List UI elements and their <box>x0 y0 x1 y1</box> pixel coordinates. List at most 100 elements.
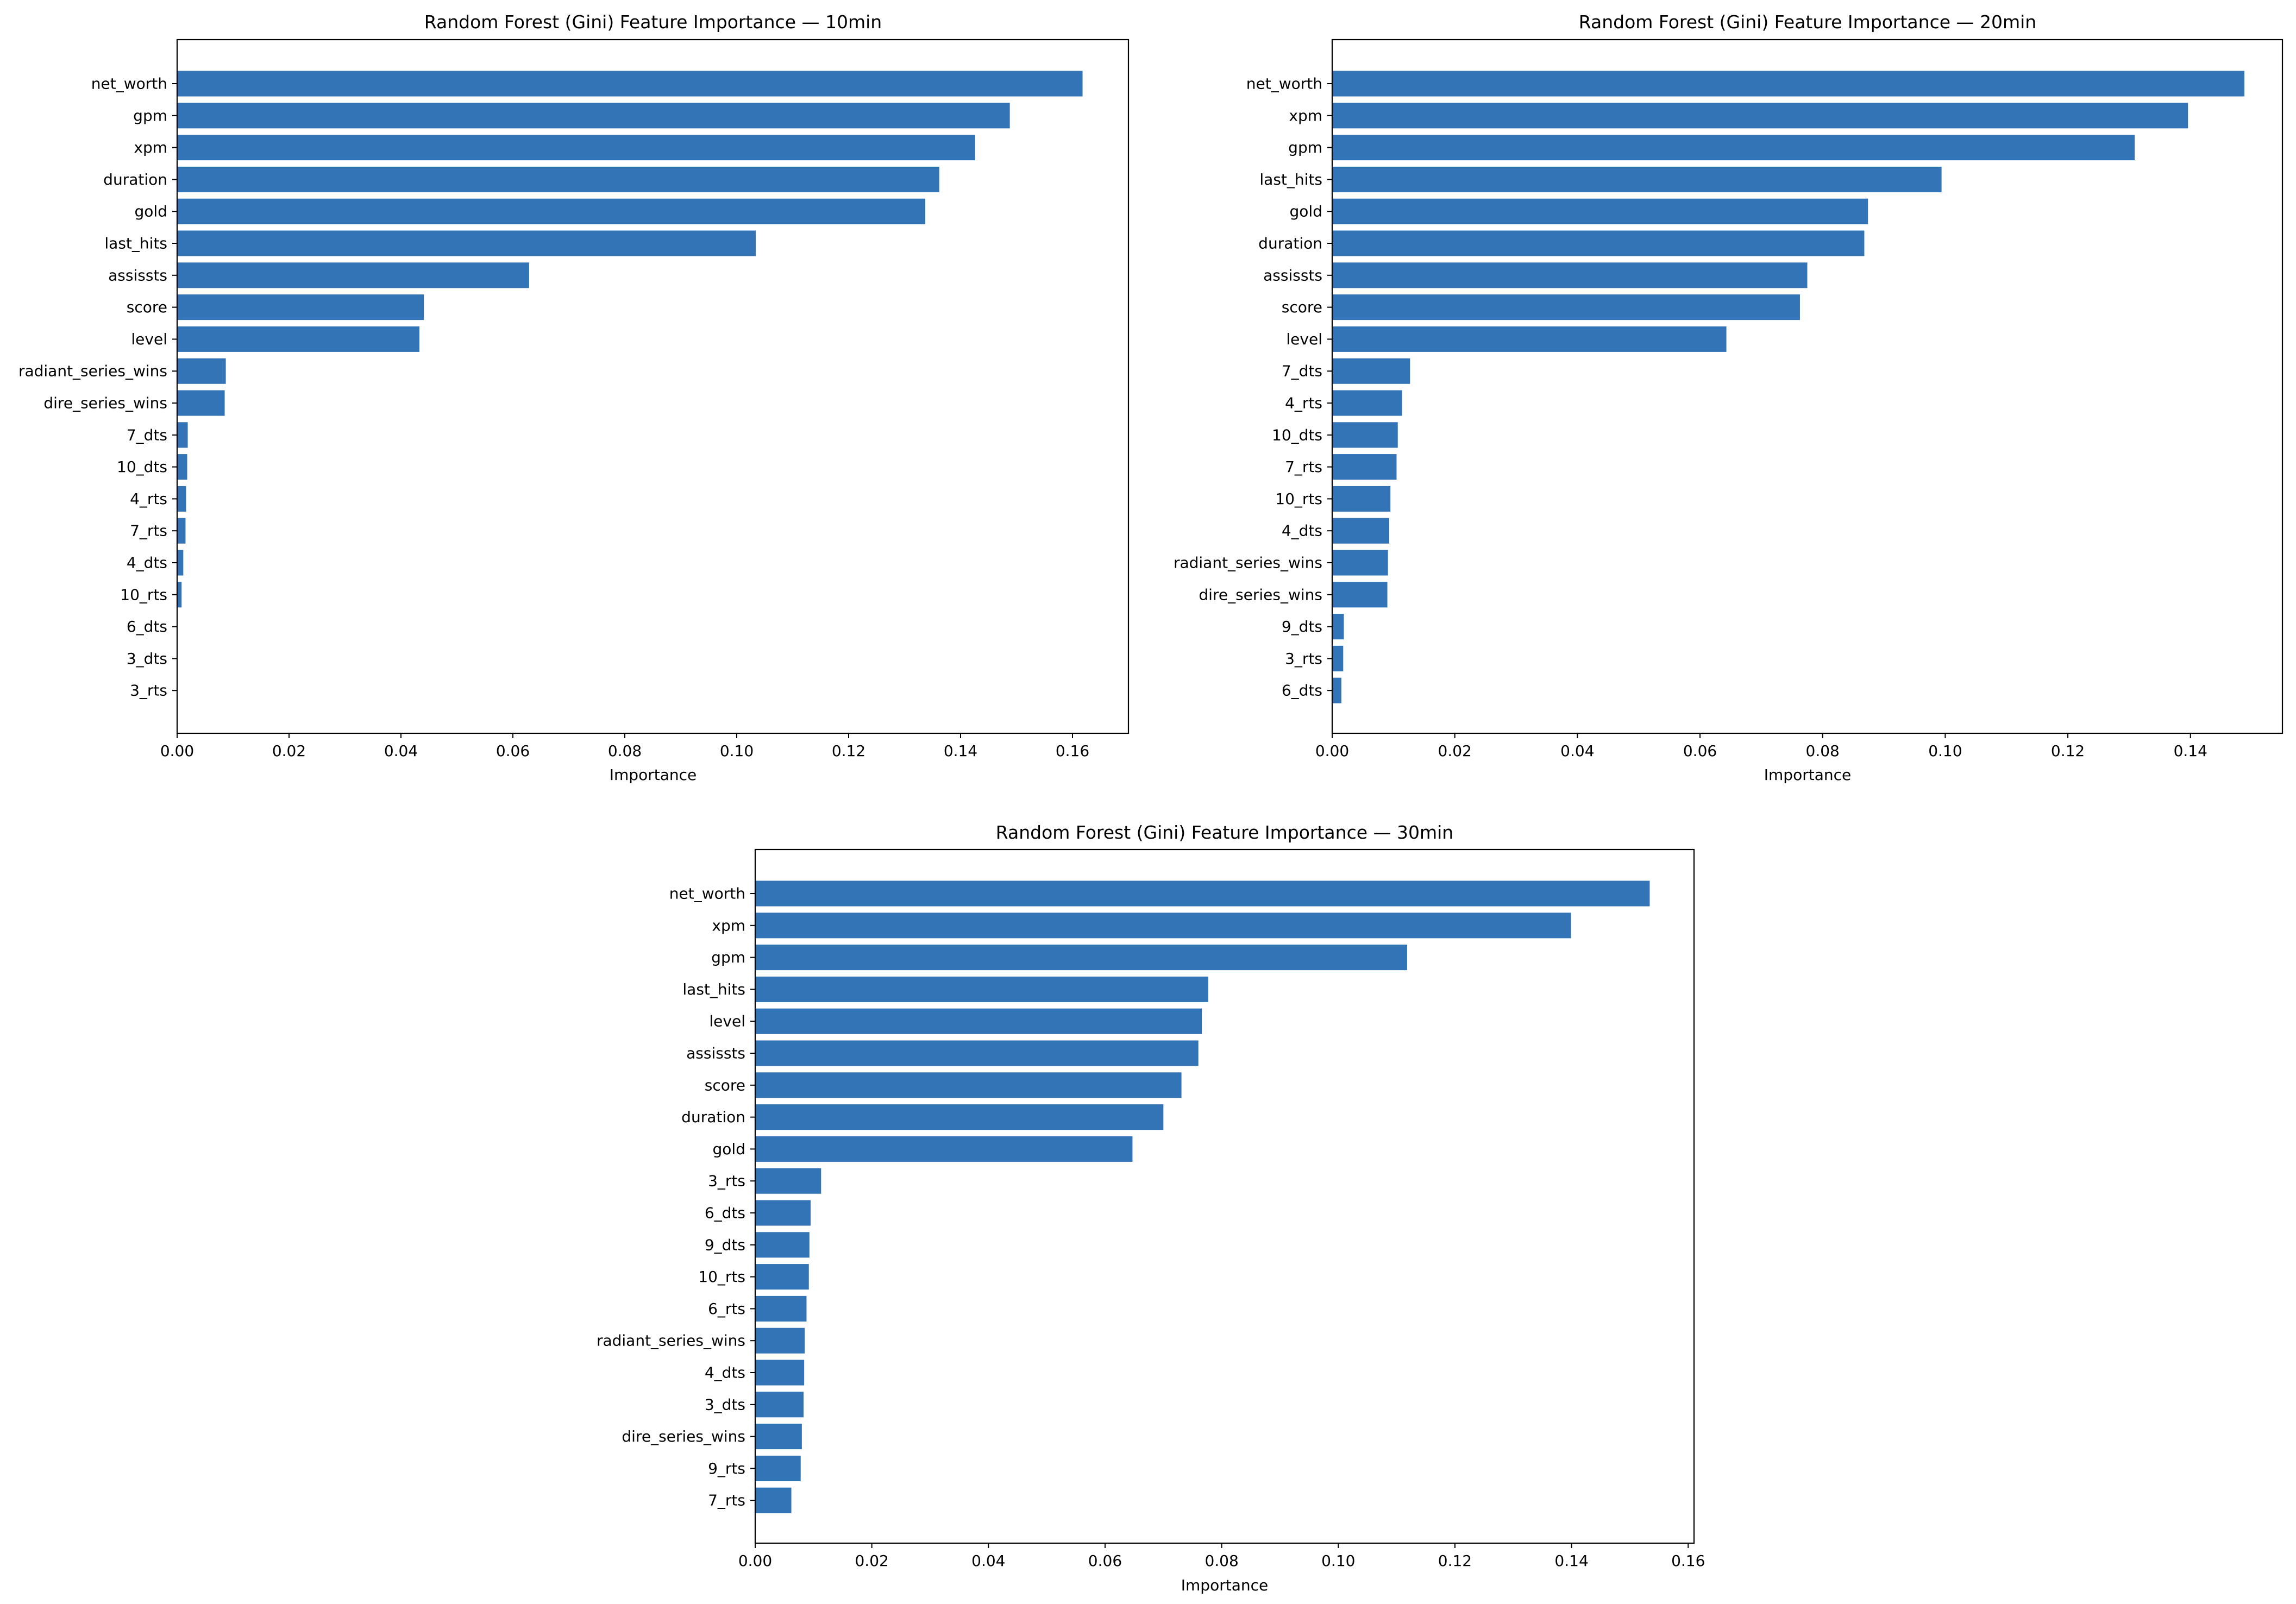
y-tick-label: dire_series_wins <box>1199 586 1322 603</box>
x-tick-label: 0.16 <box>1671 1552 1705 1570</box>
y-tick-label: 3_rts <box>130 682 167 700</box>
bar-group <box>755 880 1650 1513</box>
bar-xpm <box>1332 103 2188 129</box>
bar-10-dts <box>1332 422 1398 448</box>
bar-gold <box>1332 198 1868 224</box>
y-tick-label: 7_dts <box>1282 362 1322 380</box>
bar-9-rts <box>755 1455 801 1481</box>
x-ticks: 0.00 0.02 0.04 0.06 0.08 0.10 0.12 0.14 <box>1315 733 2207 760</box>
bar-10-rts <box>1332 486 1391 512</box>
bar-10-rts <box>755 1264 809 1290</box>
y-tick-label: dire_series_wins <box>622 1427 745 1445</box>
x-tick-label: 0.10 <box>720 742 754 760</box>
x-tick-label: 0.00 <box>1315 742 1349 760</box>
bar-6-rts <box>755 1295 807 1322</box>
bar-radiant-series-wins <box>1332 550 1388 576</box>
x-tick-label: 0.04 <box>1560 742 1594 760</box>
y-tick-label: gpm <box>711 948 745 966</box>
bar-group <box>1332 71 2245 703</box>
x-tick-label: 0.04 <box>384 742 418 760</box>
bar-10-dts <box>177 454 187 480</box>
x-tick-label: 0.12 <box>2051 742 2085 760</box>
x-tick-label: 0.14 <box>1554 1552 1588 1570</box>
bar-4-dts <box>1332 518 1389 544</box>
bar-dire-series-wins <box>1332 582 1388 608</box>
y-tick-label: 10_dts <box>117 458 167 476</box>
y-tick-label: 9_dts <box>705 1236 745 1254</box>
bar-net-worth <box>1332 71 2245 97</box>
bar-assissts <box>1332 262 1808 288</box>
bar-level <box>177 326 419 352</box>
x-tick-label: 0.02 <box>272 742 306 760</box>
plot-frame <box>176 39 1130 734</box>
bar-4-rts <box>1332 390 1402 416</box>
y-tick-label: score <box>705 1076 745 1094</box>
y-tick-label: gold <box>1290 203 1322 221</box>
bar-7-rts <box>755 1487 792 1513</box>
y-tick-label: 10_rts <box>698 1268 745 1286</box>
bar-radiant-series-wins <box>755 1328 805 1354</box>
x-tick-label: 0.08 <box>1205 1552 1238 1570</box>
y-tick-label: 10_rts <box>1275 490 1322 508</box>
x-tick-label: 0.14 <box>2174 742 2207 760</box>
y-tick-label: 10_rts <box>120 586 167 603</box>
y-tick-label: 3_rts <box>1285 650 1322 668</box>
chart-10min: Random Forest (Gini) Feature Importance … <box>18 11 1130 784</box>
y-tick-label: last_hits <box>1259 171 1322 188</box>
y-tick-label: 4_dts <box>705 1364 745 1382</box>
y-tick-label: level <box>1286 330 1322 348</box>
y-tick-label: gold <box>135 203 167 221</box>
bar-last-hits <box>755 976 1208 1002</box>
bar-duration <box>177 166 939 192</box>
bar-level <box>1332 326 1727 352</box>
y-tick-label: radiant_series_wins <box>18 362 167 380</box>
y-tick-label: 4_dts <box>127 554 167 572</box>
bar-gpm <box>755 945 1407 971</box>
chart-title: Random Forest (Gini) Feature Importance … <box>424 11 882 33</box>
y-tick-label: 10_dts <box>1272 426 1322 444</box>
bar-last-hits <box>177 230 756 256</box>
bar-3-dts <box>755 1392 804 1418</box>
bar-gpm <box>177 103 1010 129</box>
bar-score <box>1332 294 1800 320</box>
bar-duration <box>1332 230 1865 256</box>
bar-4-rts <box>177 486 186 512</box>
x-tick-label: 0.02 <box>855 1552 888 1570</box>
bar-7-rts <box>177 518 186 544</box>
x-tick-label: 0.00 <box>738 1552 772 1570</box>
bar-radiant-series-wins <box>177 358 226 384</box>
y-tick-label: xpm <box>712 916 745 934</box>
x-tick-label: 0.14 <box>944 742 977 760</box>
plot-frame <box>1331 39 2284 734</box>
x-tick-label: 0.16 <box>1056 742 1089 760</box>
bar-gold <box>755 1136 1133 1162</box>
y-tick-label: 7_rts <box>1285 458 1322 476</box>
y-tick-label: last_hits <box>104 235 167 253</box>
y-tick-label: 9_rts <box>708 1460 745 1477</box>
x-tick-label: 0.06 <box>1683 742 1717 760</box>
y-tick-label: level <box>709 1012 745 1030</box>
y-tick-label: gpm <box>133 106 167 124</box>
y-tick-label: net_worth <box>91 75 167 93</box>
x-tick-label: 0.00 <box>160 742 194 760</box>
bar-xpm <box>755 913 1571 939</box>
chart-title: Random Forest (Gini) Feature Importance … <box>1579 11 2036 33</box>
y-tick-label: 6_dts <box>1282 682 1322 700</box>
bar-dire-series-wins <box>177 390 225 416</box>
bar-duration <box>755 1104 1164 1130</box>
x-tick-label: 0.10 <box>1321 1552 1355 1570</box>
bar-gpm <box>1332 135 2135 161</box>
x-tick-label: 0.12 <box>832 742 865 760</box>
y-tick-label: assissts <box>1263 266 1322 284</box>
x-ticks: 0.00 0.02 0.04 0.06 0.08 0.10 0.12 0.14 0.16 <box>160 733 1089 760</box>
y-tick-label: assissts <box>108 266 167 284</box>
bar-last-hits <box>1332 166 1942 192</box>
bar-assissts <box>177 262 529 288</box>
y-tick-label: net_worth <box>1246 75 1322 93</box>
y-tick-label: level <box>131 330 167 348</box>
y-tick-label: gold <box>713 1140 745 1158</box>
y-tick-label: radiant_series_wins <box>1174 554 1322 572</box>
bar-4-dts <box>177 550 184 576</box>
bar-9-dts <box>1332 614 1344 640</box>
